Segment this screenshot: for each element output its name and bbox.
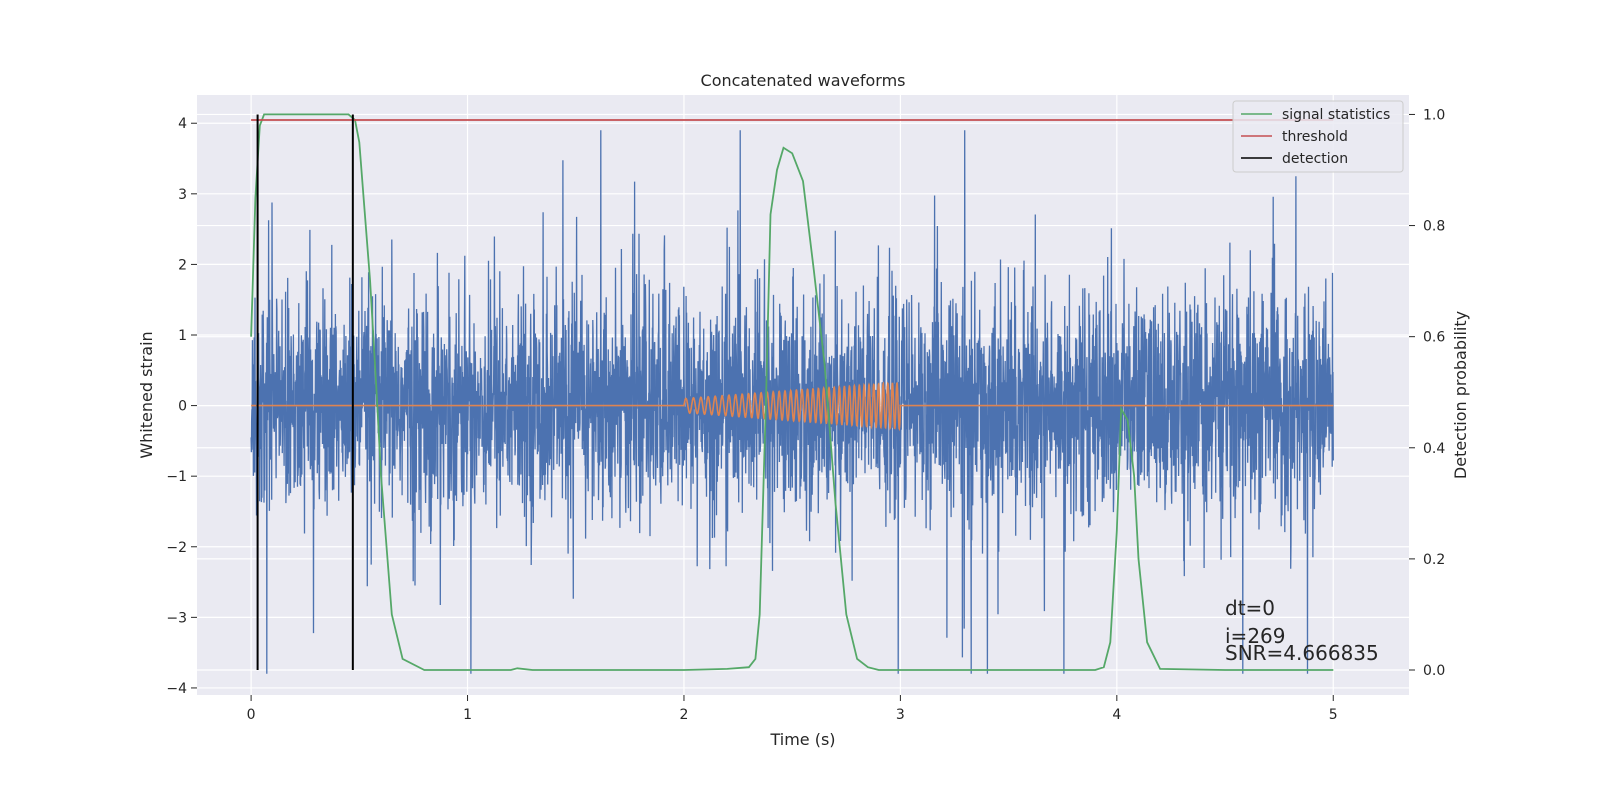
y-tick-label: 3 [178,187,187,203]
y-tick-label: 2 [178,257,187,273]
series-chirp-waveform [251,381,1334,432]
legend-label-threshold: threshold [1282,129,1348,145]
y2-axis-label: Detection probability [1451,311,1470,479]
x-tick-label: 1 [463,707,472,723]
x-tick-label: 2 [680,707,689,723]
y-tick-label: −4 [166,681,187,697]
x-axis-label: Time (s) [769,730,835,749]
annotation-dt: dt=0 [1225,596,1275,620]
y-tick-label: −2 [166,540,187,556]
y2-tick-label: 0.2 [1423,552,1445,568]
legend: signal statistics threshold detection [1232,100,1404,173]
x-tick-label: 0 [247,707,256,723]
x-tick-label: 4 [1112,707,1121,723]
series-layer [250,113,1334,674]
x-tick-label: 5 [1329,707,1338,723]
y-tick-label: 1 [178,328,187,344]
chart-title: Concatenated waveforms [701,71,906,90]
y-ticks: −4 −3 −2 −1 0 1 2 3 4 [166,116,197,697]
series-signal-statistics [250,113,1334,671]
y-tick-label: −1 [166,469,187,485]
y2-tick-label: 0.0 [1423,663,1445,679]
series-noise-trace [250,130,1334,674]
y-axis-label: Whitened strain [137,331,156,458]
annotation-index: i=269 [1225,624,1286,648]
legend-label-detection: detection [1282,151,1348,167]
annotations: dt=0 i=269 SNR=4.666835 [1225,596,1379,665]
y2-tick-label: 0.6 [1423,330,1445,346]
y-tick-label: 0 [178,399,187,415]
y2-ticks: 0.0 0.2 0.4 0.6 0.8 1.0 [1409,107,1445,679]
y2-tick-label: 0.8 [1423,219,1445,235]
x-tick-label: 3 [896,707,905,723]
y-tick-label: 4 [178,116,187,132]
y-tick-label: −3 [166,610,187,626]
legend-box [1232,100,1404,173]
y2-tick-label: 0.4 [1423,441,1445,457]
x-ticks: 0 1 2 3 4 5 [247,695,1338,723]
y2-tick-label: 1.0 [1423,107,1445,123]
legend-label-signal-statistics: signal statistics [1282,107,1390,123]
annotation-snr: SNR=4.666835 [1225,641,1379,665]
